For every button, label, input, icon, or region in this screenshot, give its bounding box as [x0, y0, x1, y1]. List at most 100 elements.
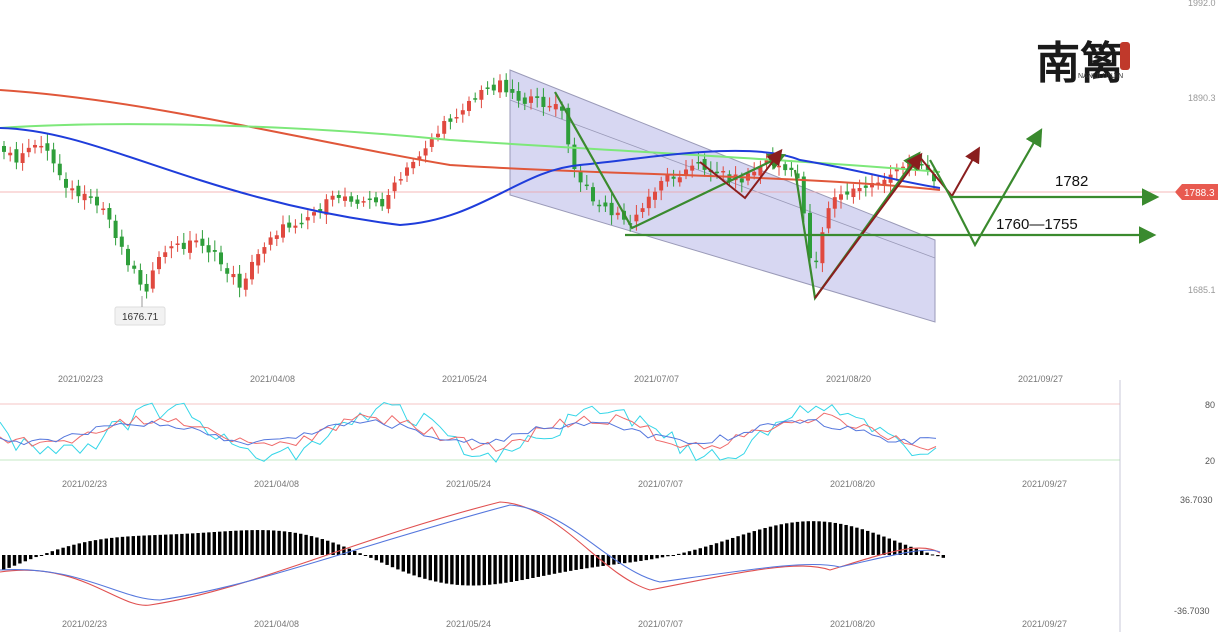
macd-bar — [531, 555, 535, 578]
candle-body — [398, 179, 403, 181]
osc-level-20: 20 — [1205, 456, 1215, 466]
macd-bar — [763, 528, 767, 555]
candle-body — [560, 106, 564, 111]
macd-bar — [428, 555, 432, 581]
moving-averages — [0, 89, 941, 227]
macd-bar — [876, 534, 881, 555]
macd-bar — [223, 531, 227, 555]
macd-bar — [7, 555, 11, 568]
osc-line-red — [0, 412, 937, 452]
macd-bar — [93, 540, 98, 555]
macd-bar — [650, 555, 654, 560]
macd-bar — [860, 529, 864, 555]
candle-body — [132, 265, 137, 269]
macd-bar — [61, 547, 65, 555]
candle-body — [603, 202, 608, 207]
candle-body — [640, 208, 645, 212]
macd-bar — [482, 555, 486, 586]
price-label-low: 1685.1 — [1188, 285, 1216, 295]
candle-body — [318, 209, 323, 213]
candle-body — [349, 196, 354, 202]
candle-body — [51, 149, 56, 164]
candle-body — [361, 201, 366, 203]
macd-bar — [515, 555, 519, 582]
candle-body — [739, 178, 744, 183]
candle-body — [423, 148, 428, 156]
macd-bar — [714, 543, 719, 555]
ma-blue-line — [0, 127, 941, 227]
macd-bar — [99, 539, 103, 555]
candle-body — [473, 98, 478, 100]
macd-bar — [153, 535, 157, 555]
macd-bar — [941, 555, 945, 558]
candle-body — [281, 224, 285, 238]
candle-body — [386, 194, 391, 209]
macd-bar — [110, 537, 114, 555]
macd-bar — [250, 530, 254, 555]
candle-body — [839, 194, 843, 200]
candle-body — [380, 198, 385, 207]
macd-bar — [866, 530, 870, 555]
macd-bar — [255, 530, 260, 555]
macd-bar — [196, 533, 200, 555]
candle-body — [26, 147, 31, 153]
macd-bar — [218, 531, 222, 555]
candle-body — [684, 169, 688, 175]
macd-bar — [326, 540, 330, 555]
current-price: 1788.3 — [1184, 188, 1215, 199]
macd-bar — [169, 534, 173, 555]
brand-logo: 南篱 NANLILUNJIN — [1036, 38, 1130, 89]
arrow-green-3 — [929, 128, 1043, 248]
macd-bar — [56, 549, 60, 555]
macd-date-label: 2021/07/07 — [638, 619, 683, 629]
macd-bar — [72, 544, 76, 555]
macd-bar — [180, 533, 184, 555]
macd-bar — [66, 546, 71, 555]
candle-body — [250, 261, 254, 280]
candle-body — [206, 245, 211, 253]
candle-body — [485, 87, 490, 89]
candle-body — [76, 185, 81, 197]
macd-bar — [812, 521, 816, 555]
macd-bar — [887, 538, 891, 555]
macd-bar — [871, 532, 875, 555]
candle-body — [293, 225, 298, 228]
macd-bar — [822, 521, 827, 555]
macd-line-blue — [0, 504, 941, 601]
macd-bar — [806, 521, 810, 555]
macd-bar — [839, 523, 843, 555]
macd-bar — [525, 555, 530, 580]
annotation-1760-1755: 1760—1755 — [996, 216, 1078, 233]
macd-bar — [34, 555, 38, 558]
macd-bar — [320, 539, 324, 555]
macd-bar — [601, 555, 605, 566]
macd-bar — [585, 555, 589, 569]
candle-body — [169, 246, 174, 249]
candle-body — [194, 240, 199, 243]
candle-body — [324, 199, 329, 215]
macd-bar — [282, 531, 287, 555]
descending-channel — [509, 69, 936, 323]
macd-bar — [336, 544, 341, 555]
candle-body — [498, 80, 502, 93]
candle-body — [677, 177, 682, 183]
macd-bar — [455, 555, 459, 585]
macd-bar — [628, 555, 632, 563]
candle-body — [671, 176, 676, 179]
candle-body — [212, 250, 217, 252]
candle-body — [795, 173, 800, 179]
macd-bar — [293, 532, 297, 555]
candle-body — [88, 196, 93, 198]
candle-body — [330, 195, 335, 200]
macd-bar — [385, 555, 389, 565]
main-date-label: 2021/09/27 — [1018, 374, 1063, 384]
candle-body — [826, 208, 831, 229]
macd-bar — [477, 555, 481, 586]
macd-bar — [277, 530, 281, 555]
macd-bar — [617, 555, 621, 564]
macd-bar — [574, 555, 578, 570]
macd-bar — [201, 532, 206, 555]
osc-date-label: 2021/02/23 — [62, 479, 107, 489]
oscillator-lines — [0, 401, 937, 463]
